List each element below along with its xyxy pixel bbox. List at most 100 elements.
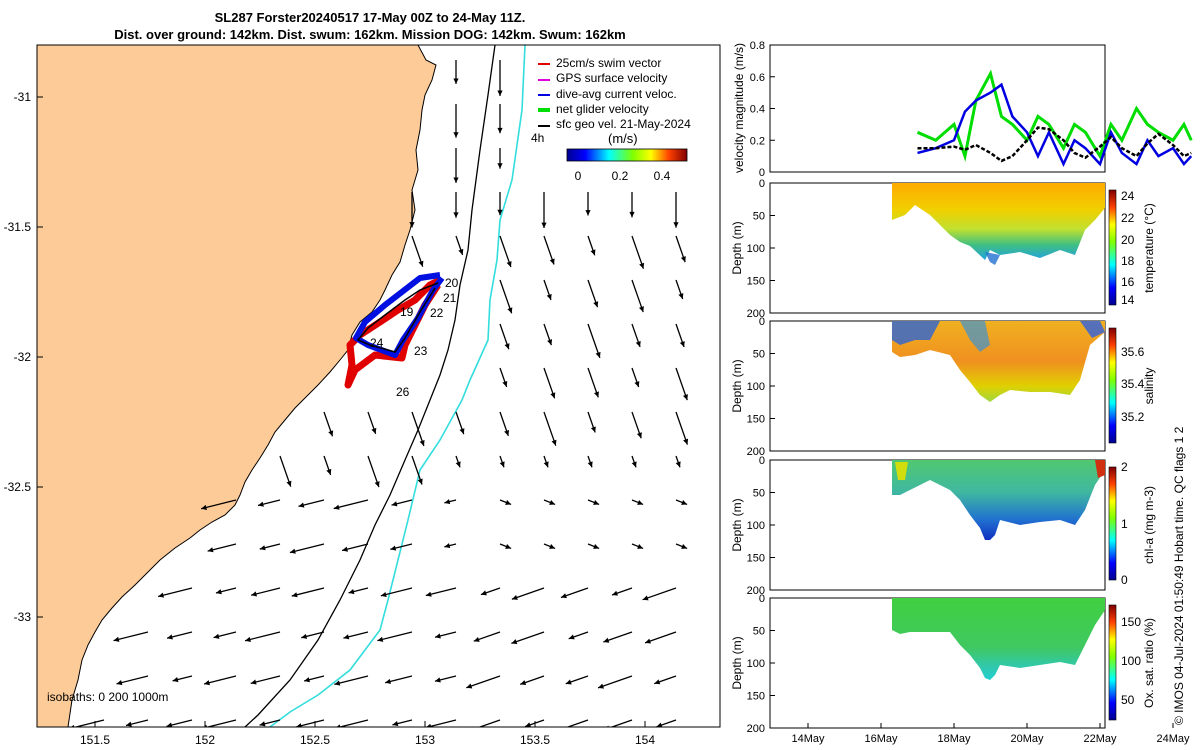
- depth-axes: 0 50 100 150 200 Depth (m) 0 50 100 150 200 Depth (…: [730, 178, 775, 735]
- velocity-arrow: [259, 719, 281, 727]
- velocity-arrow: [585, 192, 591, 216]
- velocity-arrow: [541, 192, 547, 228]
- depth-tick-label: 50: [753, 488, 765, 500]
- x-tick-label: 152: [195, 733, 215, 747]
- svg-text:sfc geo vel. 21-May-2024: sfc geo vel. 21-May-2024: [556, 117, 691, 131]
- depth-tick-label: 100: [747, 520, 765, 532]
- velocity-arrow: [380, 587, 413, 598]
- velocity-arrow: [587, 411, 596, 433]
- velocity-arrow: [455, 235, 464, 256]
- colorbar-tick: 35.2: [1121, 410, 1145, 424]
- colorbar-tick: 1: [1121, 517, 1128, 531]
- velocity-line: [917, 82, 1193, 168]
- velocity-arrow: [466, 675, 501, 689]
- colorbar-tick: 18: [1121, 254, 1135, 268]
- velocity-arrow: [444, 543, 457, 549]
- velocity-arrow: [675, 235, 686, 263]
- isobath-200m: [244, 45, 496, 727]
- velocity-arrow: [631, 323, 641, 348]
- velocity-arrow: [543, 543, 556, 550]
- velocity-arrow: [611, 587, 633, 596]
- cbar-label: salinity: [1142, 368, 1156, 405]
- velocity-arrow: [543, 235, 555, 265]
- velocity-arrow: [499, 235, 512, 268]
- velocity-arrow: [629, 192, 635, 218]
- velocity-arrow: [497, 148, 503, 169]
- colorbar-tick: 0: [575, 169, 582, 183]
- y-tick-label: -32: [14, 350, 32, 364]
- credit-line: © IMOS 04-Jul-2024 01:50:49 Hobart time.…: [1172, 426, 1186, 725]
- velocity-arrow: [497, 60, 503, 96]
- velocity-arrow: [565, 675, 589, 685]
- velocity-arrow: [166, 631, 193, 640]
- colorbar-tick: 150: [1121, 615, 1141, 629]
- velocity-arrow: [334, 675, 369, 686]
- velocity-arrow: [323, 411, 334, 437]
- velocity-arrow: [631, 543, 644, 550]
- svg-text:net glider velocity: net glider velocity: [556, 102, 649, 116]
- velocity-arrow: [673, 192, 679, 228]
- map-legend: 25cm/s swim vector GPS surface velocity …: [531, 56, 691, 183]
- day-label: 22: [430, 306, 444, 320]
- salinity-field: [892, 321, 1105, 402]
- velocity-arrow: [631, 235, 645, 269]
- velocity-arrow: [377, 631, 413, 642]
- velocity-arrow: [543, 455, 549, 468]
- velocity-arrow: [675, 499, 688, 506]
- section-colorbars: 24 22 20 18 16 14 35.6 35.4 35.2 2 1 0 150 100 50: [1108, 189, 1145, 721]
- cbar-label: Ox. sat. ratio (%): [1142, 618, 1156, 708]
- velocity-line: [917, 126, 1192, 163]
- depth-tick-label: 0: [759, 316, 765, 328]
- colorbar-tick: 24: [1121, 189, 1135, 203]
- velocity-arrow: [279, 455, 292, 487]
- legend-item: net glider velocity: [538, 102, 649, 116]
- speed-colorbar: [566, 148, 688, 162]
- cbar-label: chl-a (mg m-3): [1142, 486, 1156, 564]
- colorbar-tick: 2: [1121, 460, 1128, 474]
- section-colorbar: [1108, 466, 1117, 581]
- y-tick-label: 0.6: [750, 72, 765, 84]
- figure-subtitle: Dist. over ground: 142km. Dist. swum: 16…: [114, 27, 626, 42]
- velocity-arrow: [213, 631, 237, 639]
- velocity-arrow: [453, 192, 459, 218]
- time-tick-label: 14May: [791, 733, 825, 745]
- velocity-arrow: [543, 279, 552, 301]
- velocity-arrow: [543, 323, 553, 346]
- map-x-axis: 151.5 152 152.5 153 153.5 154: [80, 721, 655, 747]
- velocity-arrow: [519, 675, 545, 686]
- y-tick-label: -31: [14, 90, 32, 104]
- svg-text:25cm/s swim vector: 25cm/s swim vector: [556, 56, 661, 70]
- velocity-arrow: [453, 60, 459, 84]
- velocity-arrow: [391, 499, 413, 507]
- svg-text:GPS surface velocity: GPS surface velocity: [556, 71, 667, 85]
- velocity-arrow: [568, 631, 589, 640]
- velocity-arrow: [444, 499, 457, 505]
- velocity-arrow: [341, 543, 369, 552]
- map-land: [37, 45, 437, 727]
- isobath-1000m: [269, 45, 526, 727]
- velocity-arrow: [473, 631, 501, 642]
- track-black: [356, 282, 439, 353]
- depth-tick-label: 50: [753, 349, 765, 361]
- velocity-arrow: [675, 455, 681, 468]
- velocity-arrow: [631, 279, 644, 313]
- velocity-arrow: [250, 675, 281, 685]
- velocity-arrow: [71, 719, 105, 727]
- velocity-arrow: [348, 587, 369, 595]
- legend-item: GPS surface velocity: [538, 71, 667, 85]
- velocity-arrow: [587, 279, 599, 308]
- velocity-arrow: [295, 719, 325, 727]
- colorbar-tick: 35.6: [1121, 345, 1145, 359]
- x-tick-label: 151.5: [80, 733, 110, 747]
- velocity-arrow: [166, 719, 193, 727]
- velocity-arrow: [343, 631, 369, 640]
- velocity-arrow: [587, 455, 593, 468]
- figure-title: SL287 Forster20240517 17-May 00Z to 24-M…: [214, 10, 526, 25]
- section-panels: temperature (°C) salinity chl-a (mg m-3)…: [730, 178, 1190, 745]
- velocity-arrow: [631, 367, 640, 388]
- y-tick-label: 0.2: [750, 135, 765, 147]
- velocity-arrow: [390, 543, 413, 551]
- depth-tick-label: 0: [759, 455, 765, 467]
- velocity-arrow: [654, 675, 677, 685]
